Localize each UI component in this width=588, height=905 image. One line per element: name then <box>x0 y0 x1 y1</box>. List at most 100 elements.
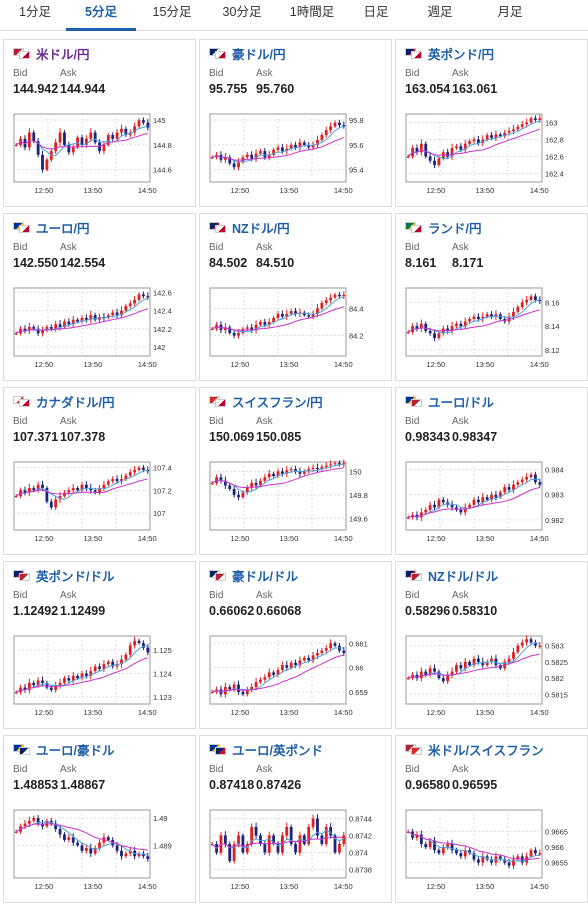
candle-body <box>419 143 423 153</box>
tab-2[interactable]: 15分足 <box>152 5 192 19</box>
tab-6[interactable]: 週足 <box>427 5 453 19</box>
pair-name-link[interactable]: ユーロ/豪ドル <box>36 743 115 758</box>
tab-1[interactable]: 5分足 <box>66 0 136 31</box>
candle-body <box>338 844 341 853</box>
price-chart[interactable]: 145 144.8 144.6 12:50 13:50 14:50 <box>12 110 188 200</box>
candle-body <box>142 120 145 123</box>
rate-card[interactable]: ユーロ/ドル Bid Ask 0.98343 0.98347 0.984 0.983 0.98… <box>395 387 588 555</box>
rate-card[interactable]: カナダドル/円 Bid Ask 107.371 107.378 107.4 107.2 107… <box>3 387 196 555</box>
price-chart[interactable]: 1.125 1.124 1.123 12:50 13:50 14:50 <box>12 632 188 722</box>
candle-body <box>534 296 537 300</box>
rate-card[interactable]: NZドル/ドル Bid Ask 0.58296 0.58310 0.583 0.5825 0.… <box>395 561 588 729</box>
pair-name-link[interactable]: ユーロ/英ポンド <box>232 743 323 758</box>
rate-card[interactable]: ユーロ/英ポンド Bid Ask 0.87418 0.87426 0.8744 0.8742… <box>199 735 392 903</box>
price-chart[interactable]: 84.4 84.2 12:50 13:50 14:50 <box>208 284 384 374</box>
tab-4[interactable]: 1時間足 <box>289 5 335 19</box>
candle-body <box>128 850 132 854</box>
pair-name-link[interactable]: 英ポンド/円 <box>428 47 494 62</box>
x-tick-label: 12:50 <box>427 360 446 369</box>
candle-body <box>481 856 485 863</box>
rate-card[interactable]: スイスフラン/円 Bid Ask 150.069 150.085 150 149.8 149.… <box>199 387 392 555</box>
pair-name-link[interactable]: NZドル/ドル <box>428 569 499 584</box>
currency-flags-icon <box>405 569 423 581</box>
tab-3[interactable]: 30分足 <box>222 5 262 19</box>
candle-body <box>89 132 93 139</box>
price-chart[interactable]: 0.583 0.5825 0.582 0.5815 12:50 13:50 14:50 <box>404 632 580 722</box>
bid-label: Bid <box>13 764 28 775</box>
pair-name-link[interactable]: ユーロ/ドル <box>428 395 494 410</box>
pair-name-link[interactable]: 米ドル/円 <box>36 47 90 62</box>
candle-body <box>111 312 115 316</box>
pair-name-link[interactable]: 豪ドル/円 <box>232 47 286 62</box>
rate-card[interactable]: ランド/円 Bid Ask 8.161 8.171 8.16 8.14 8.12 12:50 13… <box>395 213 588 381</box>
tab-0[interactable]: 1分足 <box>19 5 51 19</box>
price-chart[interactable]: 150 149.8 149.6 12:50 13:50 14:50 <box>208 458 384 548</box>
candle-body <box>459 146 463 150</box>
us-flag-icon <box>411 398 422 407</box>
candle-body <box>133 299 137 304</box>
pair-name-link[interactable]: 英ポンド/ドル <box>36 569 115 584</box>
rate-card[interactable]: NZドル/円 Bid Ask 84.502 84.510 84.4 84.2 12:50 13:… <box>199 213 392 381</box>
tab-5[interactable]: 日足 <box>363 5 389 19</box>
candle-body <box>534 850 537 854</box>
candle-body <box>71 837 75 843</box>
candle-body <box>333 835 337 853</box>
candle-body <box>232 684 236 690</box>
moving-average-line <box>211 467 344 488</box>
rate-card[interactable]: 英ポンド/ドル Bid Ask 1.12492 1.12499 1.125 1.124 1.1… <box>3 561 196 729</box>
x-tick-label: 12:50 <box>231 882 250 891</box>
candle-body <box>254 153 258 159</box>
candle-body <box>58 829 62 835</box>
price-chart[interactable]: 1.49 1.489 12:50 13:50 14:50 <box>12 806 188 896</box>
candle-body <box>36 680 40 686</box>
price-chart[interactable]: 142.6 142.4 142.2 142 12:50 13:50 14:50 <box>12 284 188 374</box>
tab-7[interactable]: 月足 <box>497 5 523 19</box>
y-tick-label: 144.8 <box>153 141 172 150</box>
candle-body <box>223 835 227 844</box>
rate-card[interactable]: ユーロ/円 Bid Ask 142.550 142.554 142.6 142.4 142.2… <box>3 213 196 381</box>
candle-body <box>520 479 524 483</box>
price-chart[interactable]: 0.661 0.66 0.659 12:50 13:50 14:50 <box>208 632 384 722</box>
pair-name-link[interactable]: NZドル/円 <box>232 221 290 236</box>
candle-body <box>232 163 236 168</box>
pair-name-link[interactable]: ランド/円 <box>428 221 482 236</box>
rate-card[interactable]: 英ポンド/円 Bid Ask 163.054 163.061 163 162.8 162.6 1… <box>395 39 588 207</box>
pair-name-link[interactable]: カナダドル/円 <box>36 395 115 410</box>
pair-name-link[interactable]: ユーロ/円 <box>36 221 90 236</box>
candle-body <box>525 639 529 643</box>
rate-card[interactable]: ユーロ/豪ドル Bid Ask 1.48853 1.48867 1.49 1.489 12:5… <box>3 735 196 903</box>
currency-flags-icon <box>405 743 423 755</box>
candle-body <box>320 650 324 653</box>
candle-body <box>320 466 324 470</box>
pair-name-link[interactable]: 豪ドル/ドル <box>232 569 298 584</box>
candle-body <box>516 126 520 130</box>
price-chart[interactable]: 163 162.8 162.6 162.4 12:50 13:50 14:50 <box>404 110 580 200</box>
candle-body <box>311 818 315 827</box>
candle-body <box>232 844 236 861</box>
candle-body <box>294 311 297 314</box>
rate-card[interactable]: 豪ドル/ドル Bid Ask 0.66062 0.66068 0.661 0.66 0.659… <box>199 561 392 729</box>
price-chart[interactable]: 0.8744 0.8742 0.874 0.8738 12:50 13:50 14:50 <box>208 806 384 896</box>
pair-name-link[interactable]: 米ドル/スイスフラン <box>428 743 544 758</box>
price-chart[interactable]: 8.16 8.14 8.12 12:50 13:50 14:50 <box>404 284 580 374</box>
candle-body <box>80 137 84 145</box>
candle-body <box>106 135 110 145</box>
y-tick-label: 8.12 <box>545 346 560 355</box>
price-chart[interactable]: 0.9665 0.966 0.9655 12:50 13:50 14:50 <box>404 806 580 896</box>
rate-card[interactable]: 米ドル/スイスフラン Bid Ask 0.96580 0.96595 0.9665 0.96… <box>395 735 588 903</box>
candle-body <box>128 645 132 655</box>
rate-card[interactable]: 米ドル/円 Bid Ask 144.942 144.944 145 144.8 144.6 12… <box>3 39 196 207</box>
candle-body <box>280 665 284 670</box>
price-chart[interactable]: 0.984 0.983 0.982 12:50 13:50 14:50 <box>404 458 580 548</box>
price-chart[interactable]: 95.8 95.6 95.4 12:50 13:50 14:50 <box>208 110 384 200</box>
candle-body <box>128 472 132 476</box>
candle-body <box>32 488 36 491</box>
pair-name-link[interactable]: スイスフラン/円 <box>232 395 323 410</box>
candle-body <box>210 328 214 330</box>
card-header: スイスフラン/円 <box>209 393 323 410</box>
price-chart[interactable]: 107.4 107.2 107 12:50 13:50 14:50 <box>12 458 188 548</box>
rate-card[interactable]: 豪ドル/円 Bid Ask 95.755 95.760 95.8 95.6 95.4 12:50… <box>199 39 392 207</box>
candle-body <box>14 333 18 335</box>
moving-average-line <box>15 308 148 334</box>
candle-body <box>54 499 58 508</box>
